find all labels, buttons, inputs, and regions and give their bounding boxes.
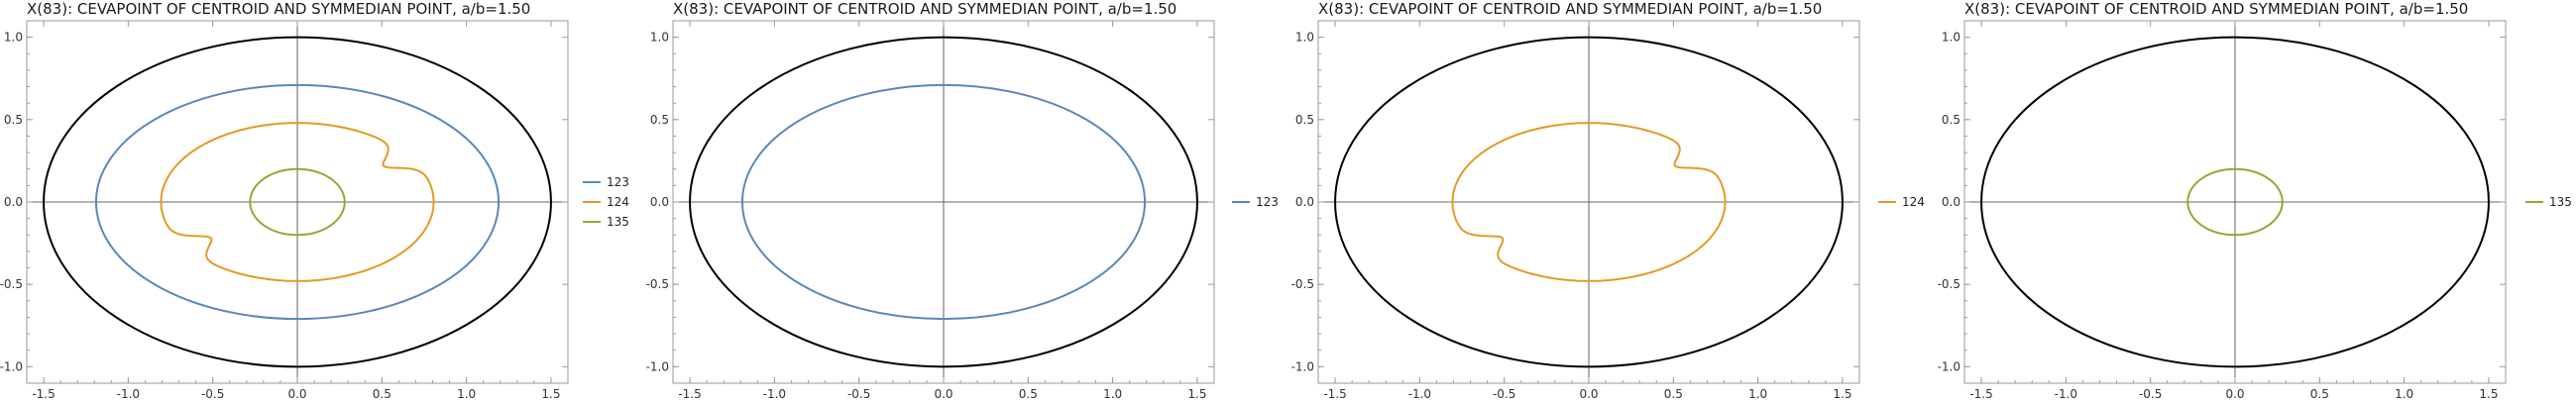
x-tick-label: -1.5 [1323,387,1346,401]
y-tick-label: 0.5 [4,113,23,127]
series-123-curve [740,83,1147,321]
x-tick-label: 1.5 [1187,387,1206,401]
x-tick-label: 0.0 [2225,387,2244,401]
x-tick-label: -0.5 [201,387,224,401]
x-tick-label: -0.5 [847,387,870,401]
x-tick-label: -1.0 [117,387,140,401]
chart-panel-2: X(83): CEVAPOINT OF CENTROID AND SYMMEDI… [646,0,1279,401]
series-124-curve [1451,122,1727,282]
y-tick-label: -0.5 [1291,277,1314,291]
y-tick-label: 0.0 [4,195,23,209]
x-tick-label: -1.5 [678,387,701,401]
x-tick-label: -0.5 [2139,387,2162,401]
base-ellipse-curve [1334,36,1844,368]
x-tick-label: -1.5 [32,387,55,401]
x-tick-label: -1.0 [2055,387,2077,401]
x-tick-label: 0.0 [1579,387,1598,401]
legend-label-124: 124 [1902,195,1925,209]
x-tick-label: 1.0 [2395,387,2413,401]
y-tick-label: 1.0 [1942,31,1960,45]
y-tick-label: -1.0 [0,359,23,373]
x-tick-label: 1.5 [1833,387,1851,401]
legend-label-124: 124 [607,195,629,209]
chart-title: X(83): CEVAPOINT OF CENTROID AND SYMMEDI… [1964,0,2468,18]
y-tick-label: 0.0 [1942,195,1960,209]
y-tick-label: 0.5 [1942,113,1960,127]
base-ellipse-curve [1980,36,2490,368]
chart-title: X(83): CEVAPOINT OF CENTROID AND SYMMEDI… [1318,0,1822,18]
y-tick-label: 0.0 [1295,195,1314,209]
y-tick-label: 1.0 [1295,31,1314,45]
x-tick-label: 1.5 [541,387,560,401]
series-135-curve [249,167,346,237]
x-tick-label: 0.5 [1664,387,1683,401]
legend-label-123: 123 [607,175,629,189]
y-tick-label: -0.5 [646,277,669,291]
series-124-curve [160,122,435,282]
x-tick-label: 0.0 [287,387,306,401]
y-tick-label: 0.5 [650,113,669,127]
legend-label-135: 135 [2549,195,2572,209]
chart-panel-4: X(83): CEVAPOINT OF CENTROID AND SYMMEDI… [1938,0,2572,401]
y-tick-label: 1.0 [650,31,669,45]
series-135-curve [2186,167,2284,237]
y-tick-label: -0.5 [0,277,23,291]
x-tick-label: 1.0 [1748,387,1767,401]
y-tick-label: -1.0 [1938,359,1960,373]
x-tick-label: -0.5 [1493,387,1515,401]
y-tick-label: -0.5 [1938,277,1960,291]
y-tick-label: 0.0 [650,195,669,209]
y-tick-label: -1.0 [646,359,669,373]
x-tick-label: 1.0 [457,387,476,401]
y-tick-label: 0.5 [1295,113,1314,127]
chart-panel-1: X(83): CEVAPOINT OF CENTROID AND SYMMEDI… [0,0,629,401]
base-ellipse-curve [689,36,1198,368]
x-tick-label: 0.5 [373,387,392,401]
x-tick-label: 0.0 [934,387,952,401]
x-tick-label: 0.5 [1019,387,1038,401]
base-ellipse-curve [43,36,552,368]
chart-panel-3: X(83): CEVAPOINT OF CENTROID AND SYMMEDI… [1291,0,1925,401]
y-tick-label: 1.0 [4,31,23,45]
legend-label-123: 123 [1256,195,1279,209]
x-tick-label: -1.5 [1969,387,1992,401]
y-tick-label: -1.0 [1291,359,1314,373]
x-tick-label: 1.0 [1103,387,1122,401]
x-tick-label: 0.5 [2310,387,2329,401]
legend-label-135: 135 [607,215,629,229]
chart-title: X(83): CEVAPOINT OF CENTROID AND SYMMEDI… [673,0,1176,18]
x-tick-label: -1.0 [1408,387,1431,401]
chart-title: X(83): CEVAPOINT OF CENTROID AND SYMMEDI… [27,0,530,18]
x-tick-label: 1.5 [2479,387,2498,401]
x-tick-label: -1.0 [763,387,786,401]
series-123-curve [94,83,501,321]
